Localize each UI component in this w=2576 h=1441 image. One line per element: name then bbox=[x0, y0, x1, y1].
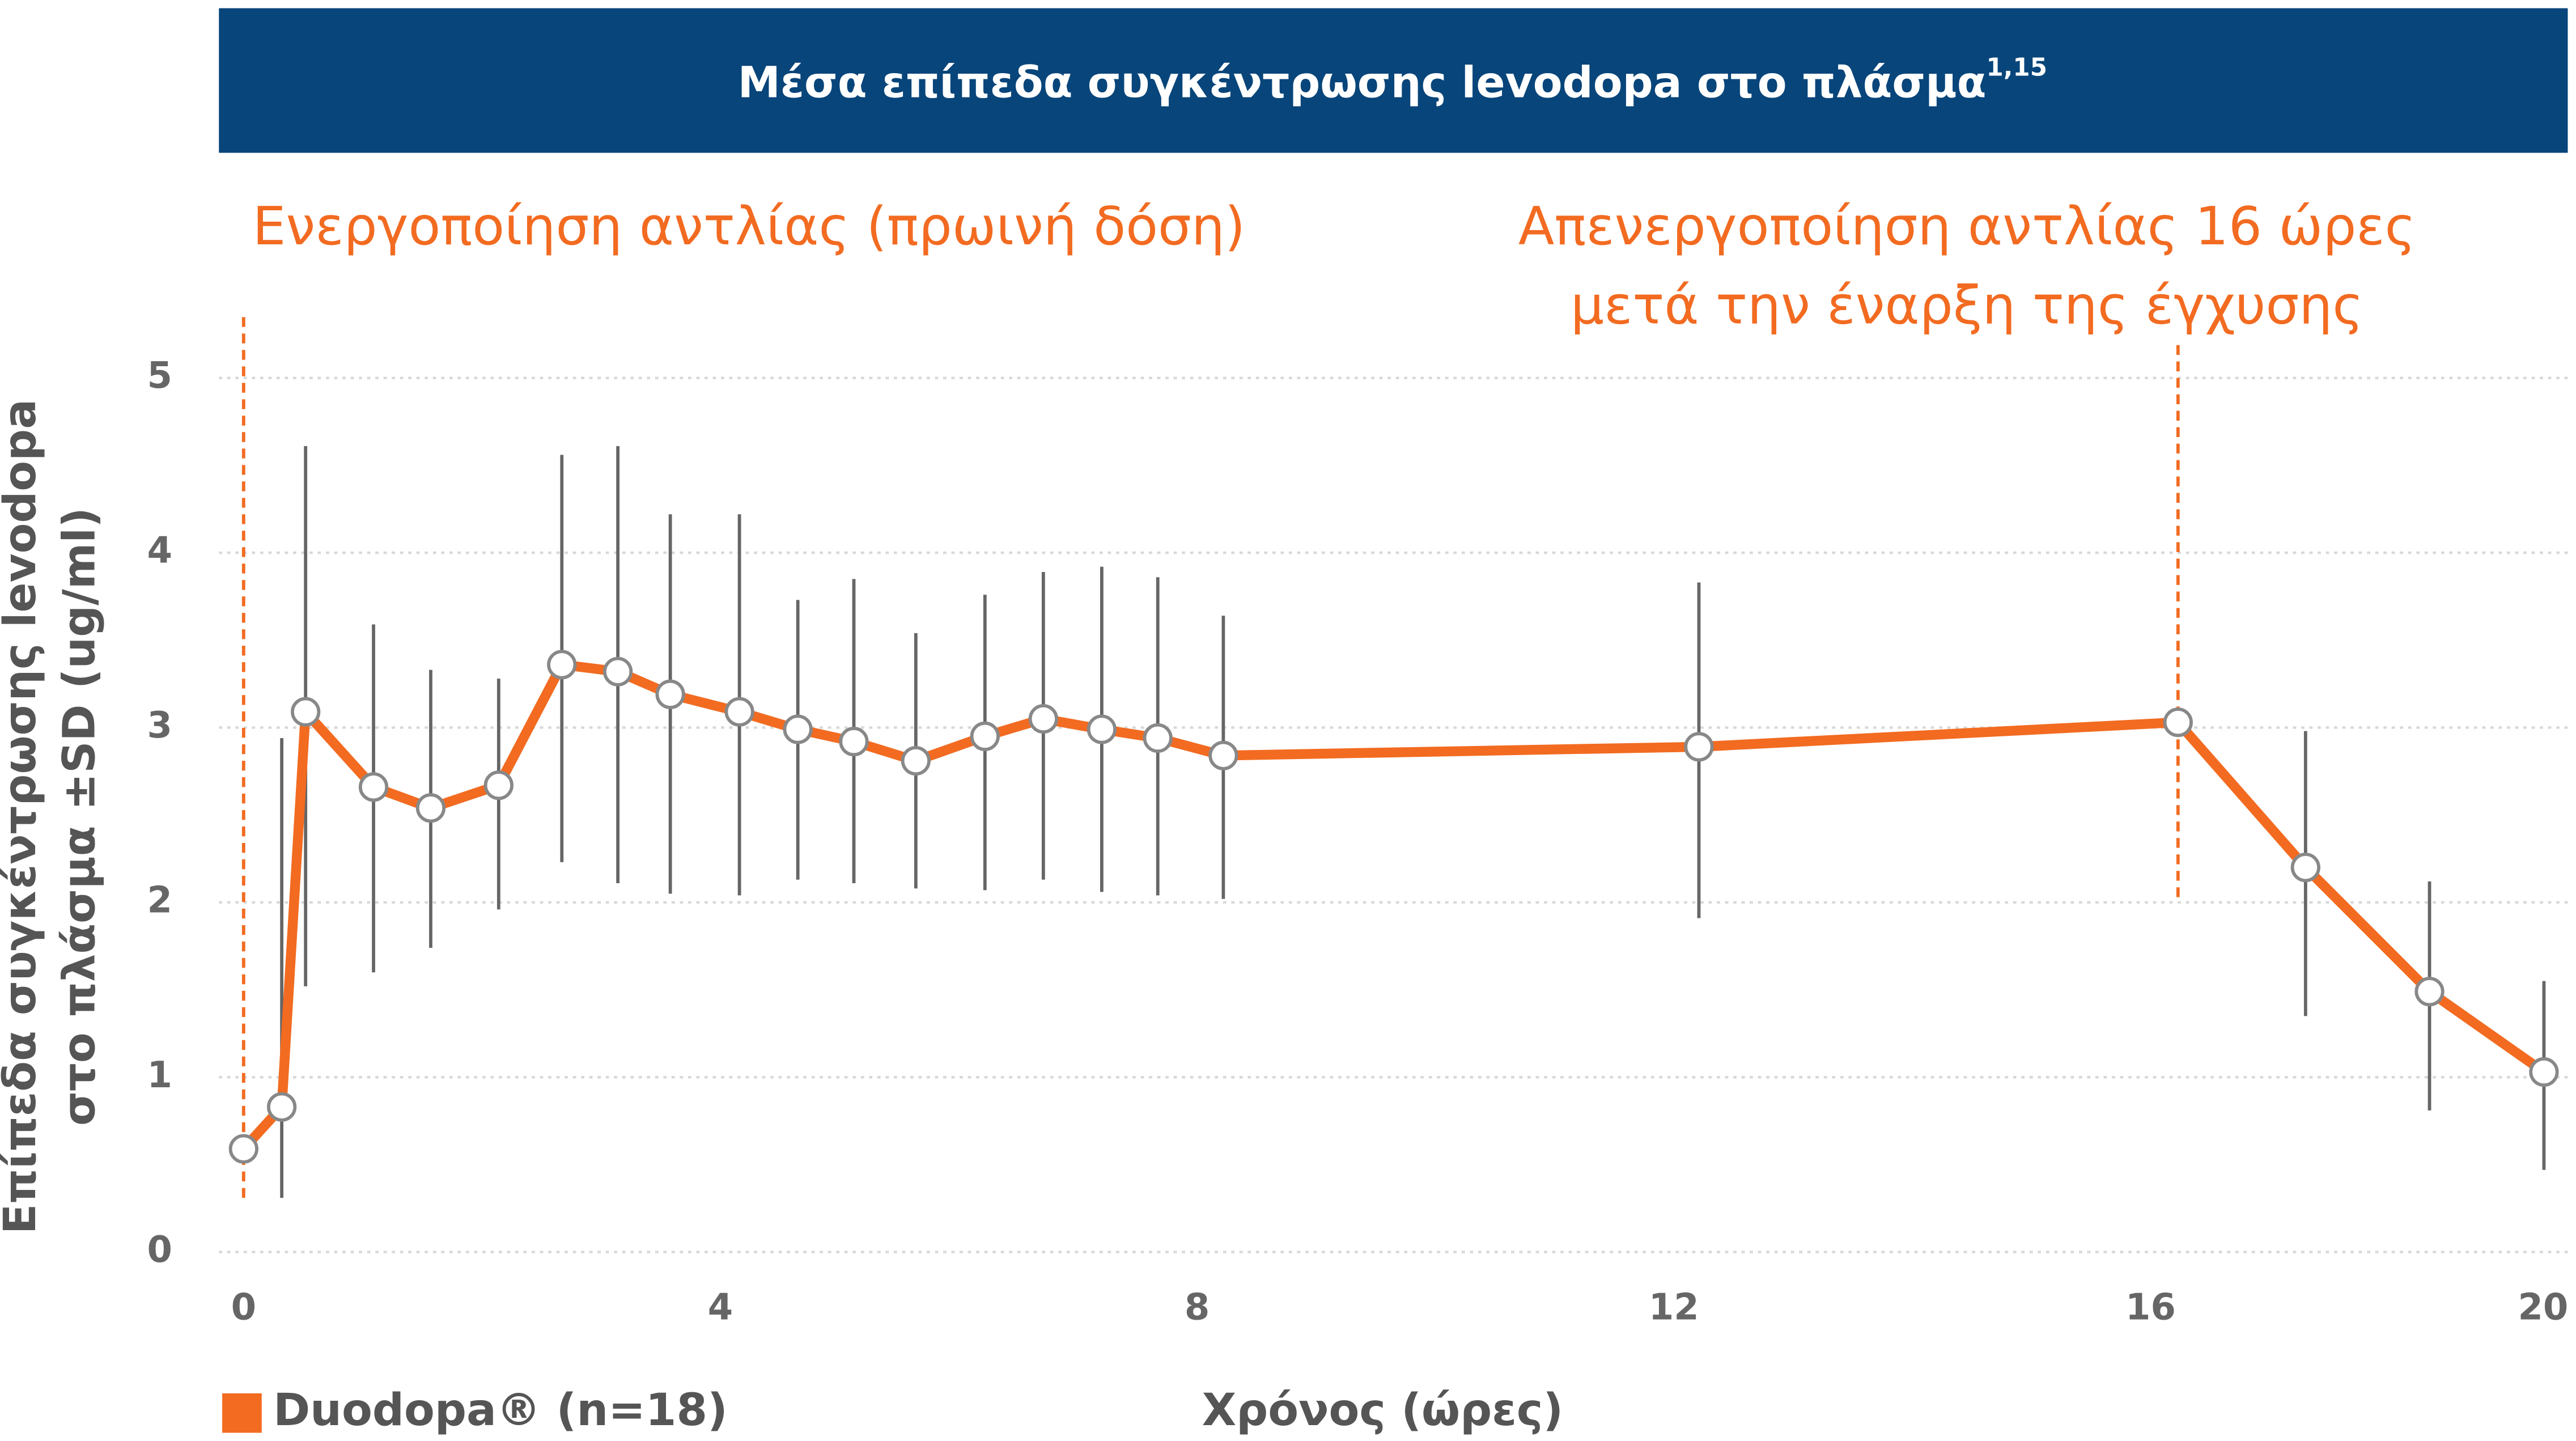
x-tick-label: 16 bbox=[2125, 1287, 2176, 1329]
title-bar bbox=[219, 8, 2568, 153]
y-tick-label: 0 bbox=[147, 1229, 172, 1271]
data-point bbox=[655, 679, 685, 709]
legend-swatch bbox=[222, 1393, 262, 1433]
annotation: μετά την έναρξη της έγχυσης bbox=[1571, 274, 2363, 336]
title-superscript: 1,15 bbox=[1987, 54, 2047, 82]
data-point bbox=[783, 714, 813, 744]
data-point bbox=[1684, 732, 1714, 762]
x-tick-label: 12 bbox=[1649, 1287, 1699, 1329]
y-tick-label: 2 bbox=[147, 879, 172, 921]
data-point bbox=[1028, 703, 1059, 734]
data-line bbox=[240, 659, 2547, 1152]
y-axis-label: στο πλάσμα ±SD (ug/ml) bbox=[54, 507, 105, 1126]
data-point bbox=[602, 656, 633, 686]
data-point bbox=[266, 1092, 297, 1122]
y-axis-label: Επίπεδα συγκέντρωσης levodopa bbox=[0, 399, 46, 1234]
data-point bbox=[2290, 853, 2320, 883]
title-text: Μέσα επίπεδα συγκέντρωσης levodopa στο π… bbox=[738, 57, 1987, 107]
data-point bbox=[358, 772, 389, 802]
data-point bbox=[1208, 740, 1238, 770]
data-point bbox=[1087, 714, 1117, 744]
data-point bbox=[415, 793, 446, 823]
data-point bbox=[839, 727, 869, 757]
x-tick-label: 8 bbox=[1185, 1287, 1210, 1329]
annotation: Ενεργοποίηση αντλίας (πρωινή δόση) bbox=[253, 196, 1245, 257]
x-axis-label: Χρόνος (ώρες) bbox=[1202, 1384, 1564, 1436]
data-point bbox=[1143, 723, 1173, 753]
annotation: Απενεργοποίηση αντλίας 16 ώρες bbox=[1518, 196, 2416, 257]
data-point bbox=[724, 697, 754, 727]
y-tick-label: 1 bbox=[147, 1054, 172, 1096]
data-point bbox=[291, 697, 321, 727]
x-tick-label: 0 bbox=[231, 1287, 256, 1329]
data-point bbox=[2163, 707, 2193, 738]
data-point bbox=[901, 745, 931, 776]
data-point bbox=[2529, 1057, 2559, 1087]
chart-title: Μέσα επίπεδα συγκέντρωσης levodopa στο π… bbox=[738, 54, 2047, 107]
data-point bbox=[970, 721, 1000, 751]
x-tick-label: 20 bbox=[2518, 1287, 2568, 1329]
x-tick-label: 4 bbox=[708, 1287, 733, 1329]
data-point bbox=[483, 770, 513, 800]
y-tick-label: 4 bbox=[147, 530, 172, 572]
data-point bbox=[228, 1134, 258, 1164]
legend-label: Duodopa® (n=18) bbox=[273, 1384, 728, 1436]
y-tick-label: 3 bbox=[147, 705, 172, 747]
data-point bbox=[547, 650, 577, 680]
y-tick-label: 5 bbox=[147, 355, 172, 397]
data-point bbox=[2414, 977, 2445, 1007]
